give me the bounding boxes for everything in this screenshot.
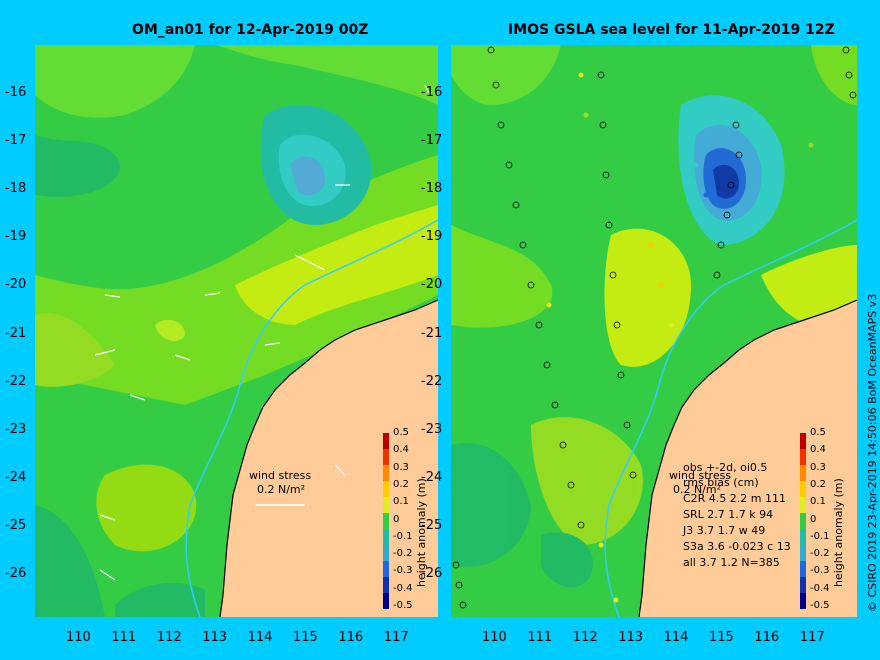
wind-stress-label: wind stress	[669, 469, 731, 482]
lat-tick-label: -26	[5, 566, 27, 581]
lon-tick-label: 111	[111, 630, 137, 645]
coastline	[638, 299, 857, 617]
colorbar-tick-label: -0.3	[393, 565, 413, 577]
lat-tick-label: -20	[5, 277, 27, 293]
lat-tick-label: -19	[5, 229, 27, 245]
right-map-title: IMOS GSLA sea level for 11-Apr-2019 12Z	[508, 22, 835, 38]
colorbar-left	[383, 433, 389, 609]
obs-stats-row: S3a 3.6 -0.023 c 13	[683, 540, 791, 553]
anomaly-field	[451, 45, 857, 588]
lon-tick-label: 110	[66, 630, 91, 645]
colorbar-tick-label: -0.4	[393, 582, 413, 594]
lon-tick-label: 116	[338, 630, 364, 645]
colorbar-tick-label: 0.1	[810, 496, 826, 508]
obs-stats-line1: obs +-2d, oi0.5	[683, 461, 767, 474]
wind-stress-scale: 0.2 N/m²	[673, 483, 721, 496]
colorbar-tick-label: 0.1	[393, 496, 409, 508]
shelf-contour	[185, 219, 438, 617]
shelf-contour	[604, 219, 857, 617]
colorbar-tick-label: -0.1	[810, 530, 830, 542]
altimeter-points-colored	[546, 72, 814, 603]
colorbar-tick-label: -0.5	[810, 600, 830, 611]
right-map-panel: wind stress 0.2 N/m² obs +-2d, oi0.5 rms…	[451, 45, 857, 617]
lon-tick-label: 116	[754, 630, 780, 645]
lat-tick-label: -19	[421, 229, 443, 245]
lat-tick-label: -18	[421, 181, 443, 197]
credit-text: © CSIRO 2019 23-Apr-2019 14:50:06 BoM Oc…	[866, 293, 879, 612]
lon-tick-label: 114	[663, 630, 689, 645]
colorbar-tick-label: 0.2	[810, 478, 826, 490]
lon-tick-label: 117	[383, 630, 409, 645]
lon-tick-label: 117	[799, 630, 825, 645]
lat-tick-label: -22	[421, 373, 443, 389]
lon-tick-label: 113	[202, 630, 228, 645]
lon-tick-label: 115	[709, 630, 734, 645]
colorbar-tick-label: 0.4	[810, 444, 826, 456]
lat-tick-label: -25	[5, 517, 27, 533]
lat-tick-label: -18	[5, 181, 27, 197]
obs-stats-row: all 3.7 1.2 N=385	[683, 556, 780, 569]
left-map-panel: wind stress 0.2 N/m²	[35, 45, 438, 617]
obs-stats-row: J3 3.7 1.7 w 49	[682, 524, 765, 537]
lat-tick-label: -16	[421, 85, 443, 100]
lat-tick-label: -24	[421, 469, 443, 485]
colorbar-tick-label: -0.1	[393, 530, 413, 542]
lat-tick-label: -16	[5, 85, 27, 100]
colorbar-tick-label: 0.4	[393, 444, 409, 456]
lat-tick-label: -20	[421, 277, 443, 293]
lon-tick-label: 113	[618, 630, 644, 645]
colorbar-tick-label: -0.2	[393, 548, 413, 560]
colorbar-tick-label: -0.5	[393, 600, 413, 611]
lon-tick-label: 115	[293, 630, 318, 645]
colorbar-tick-label: 0	[810, 513, 817, 525]
colorbar-tick-label: -0.3	[810, 565, 830, 577]
colorbar-tick-label: -0.2	[810, 548, 830, 560]
lat-tick-label: -21	[421, 325, 443, 341]
lon-tick-label: 111	[527, 630, 553, 645]
colorbar-tick-label: 0.5	[393, 427, 409, 438]
obs-stats-row: C2R 4.5 2.2 m 111	[683, 492, 786, 505]
wind-stress-scale: 0.2 N/m²	[257, 483, 305, 496]
lon-tick-label: 110	[482, 630, 507, 645]
lon-tick-label: 112	[156, 630, 182, 645]
lat-tick-label: -23	[5, 421, 27, 437]
lat-tick-label: -25	[421, 517, 443, 533]
colorbar-right	[800, 433, 806, 609]
coastline	[219, 299, 438, 617]
lat-tick-label: -23	[421, 421, 443, 437]
colorbar-tick-label: 0	[393, 513, 400, 525]
colorbar-tick-label: 0.2	[393, 478, 409, 490]
lat-tick-label: -21	[5, 325, 27, 341]
lat-tick-label: -17	[5, 133, 27, 149]
colorbar-title: height anomaly (m)	[415, 478, 428, 587]
colorbar-tick-label: 0.3	[393, 461, 409, 473]
obs-stats-row: SRL 2.7 1.7 k 94	[683, 508, 773, 521]
obs-stats-line2: rms bias (cm)	[683, 476, 759, 489]
colorbar-tick-label: 0.5	[810, 427, 826, 438]
wind-stress-label: wind stress	[249, 469, 311, 482]
colorbar-tick-label: 0.3	[810, 461, 826, 473]
colorbar-tick-label: -0.4	[810, 582, 830, 594]
lat-tick-label: -17	[421, 133, 443, 149]
left-map-title: OM_an01 for 12-Apr-2019 00Z	[132, 22, 369, 38]
lon-tick-label: 114	[247, 630, 273, 645]
colorbar-title: height anomaly (m)	[832, 478, 845, 587]
wind-arrows	[94, 84, 431, 581]
lat-tick-label: -24	[5, 469, 27, 485]
lat-tick-label: -22	[5, 373, 27, 389]
altimeter-tracks	[452, 46, 857, 609]
anomaly-field	[35, 45, 438, 617]
lon-tick-label: 112	[572, 630, 598, 645]
lat-tick-label: -26	[421, 566, 443, 581]
